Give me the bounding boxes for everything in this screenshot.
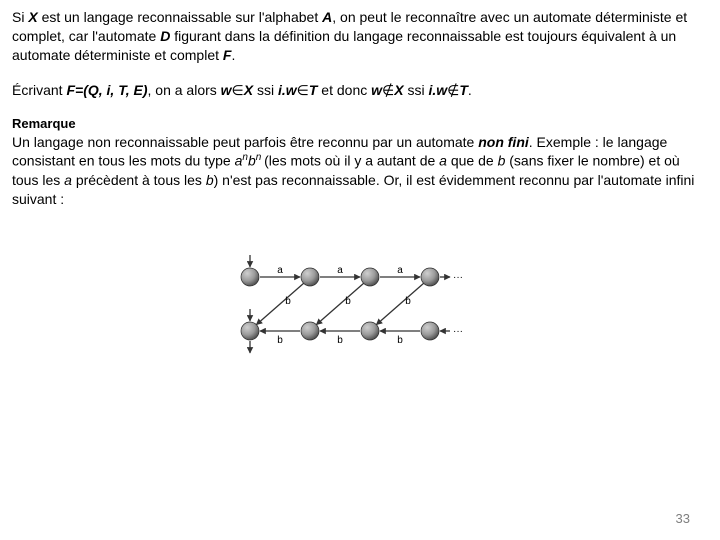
svg-text:···: ··· <box>453 326 463 337</box>
svg-text:···: ··· <box>453 272 463 283</box>
paragraph-2: Écrivant F=(Q, i, T, E), on a alors w∈X … <box>12 81 708 100</box>
svg-text:b: b <box>337 335 343 346</box>
text: ssi <box>253 82 278 98</box>
sym-notin: ∉ <box>447 82 459 98</box>
var-iw: i.w <box>428 82 447 98</box>
var-X: X <box>394 82 403 98</box>
text: est un langage reconnaissable sur l'alph… <box>38 9 322 25</box>
text: , on a alors <box>148 82 221 98</box>
text: Écrivant <box>12 82 66 98</box>
emph-nonfini: non fini <box>478 134 529 150</box>
sym-in: ∈ <box>232 82 244 98</box>
text: ssi <box>404 82 429 98</box>
paragraph-1: Si X est un langage reconnaissable sur l… <box>12 8 708 65</box>
sup-n: n <box>256 152 264 163</box>
svg-text:b: b <box>277 335 283 346</box>
text: (les mots où il y a autant de <box>264 153 439 169</box>
text: . <box>231 47 235 63</box>
text: que de <box>447 153 498 169</box>
var-A: A <box>322 9 332 25</box>
text: Un langage non reconnaissable peut parfo… <box>12 134 478 150</box>
sym-in: ∈ <box>297 82 309 98</box>
svg-text:b: b <box>397 335 403 346</box>
text: précèdent à tous les <box>72 172 206 188</box>
var-a: a <box>439 153 447 169</box>
var-b: b <box>248 153 256 169</box>
automaton-diagram-container: a a a ··· ··· b b b b b b <box>12 249 708 369</box>
text: et donc <box>317 82 371 98</box>
svg-text:a: a <box>277 265 283 276</box>
var-X: X <box>244 82 253 98</box>
remarque-heading: Remarque <box>12 116 708 131</box>
automaton-diagram: a a a ··· ··· b b b b b b <box>220 249 500 369</box>
text: . <box>468 82 472 98</box>
page-number: 33 <box>676 511 690 526</box>
var-D: D <box>160 28 170 44</box>
svg-text:b: b <box>285 296 291 307</box>
sym-notin: ∉ <box>382 82 394 98</box>
var-X: X <box>28 9 37 25</box>
var-w: w <box>221 82 232 98</box>
var-a: a <box>64 172 72 188</box>
var-iw: i.w <box>278 82 297 98</box>
svg-text:a: a <box>397 265 403 276</box>
svg-text:b: b <box>405 296 411 307</box>
var-T: T <box>459 82 468 98</box>
svg-text:b: b <box>345 296 351 307</box>
text: Si <box>12 9 28 25</box>
eq-F: F=(Q, i, T, E) <box>66 82 147 98</box>
var-w: w <box>371 82 382 98</box>
var-b: b <box>206 172 214 188</box>
svg-text:a: a <box>337 265 343 276</box>
paragraph-3: Un langage non reconnaissable peut parfo… <box>12 133 708 209</box>
